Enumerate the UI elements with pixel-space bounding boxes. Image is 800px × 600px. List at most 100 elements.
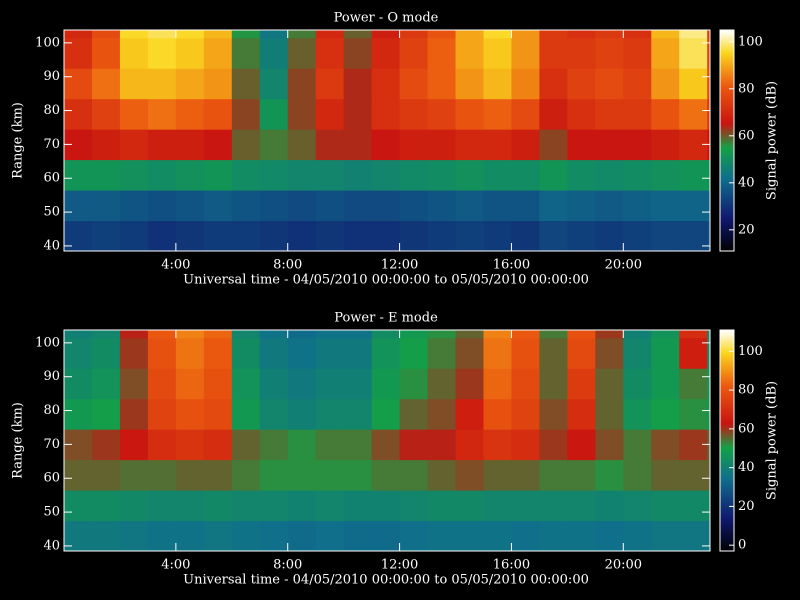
colorbar-step bbox=[720, 472, 734, 476]
cell bbox=[315, 159, 345, 191]
colorbar-step bbox=[720, 68, 734, 71]
cell bbox=[91, 398, 121, 430]
cell bbox=[259, 129, 289, 161]
cell bbox=[427, 220, 457, 251]
cell bbox=[651, 159, 680, 191]
cell bbox=[287, 520, 317, 551]
cell bbox=[427, 37, 457, 69]
colorbar-step bbox=[720, 224, 734, 228]
cell bbox=[287, 37, 317, 69]
cell bbox=[707, 459, 710, 491]
colorbar-step bbox=[720, 154, 734, 158]
cell bbox=[399, 68, 429, 100]
cell bbox=[567, 398, 596, 430]
colorbar-step bbox=[720, 48, 734, 51]
cell bbox=[343, 220, 373, 251]
cell bbox=[287, 429, 317, 461]
colorbar-step bbox=[720, 52, 734, 55]
cell bbox=[679, 190, 708, 222]
cell bbox=[91, 98, 121, 130]
colorbar-step bbox=[720, 350, 734, 353]
cell bbox=[623, 429, 652, 461]
cell bbox=[231, 337, 261, 369]
cell bbox=[399, 429, 429, 461]
cell bbox=[147, 330, 177, 339]
colorbar-step bbox=[720, 474, 734, 478]
cell bbox=[427, 98, 457, 130]
colorbar-step bbox=[720, 346, 734, 349]
colorbar-step bbox=[720, 542, 734, 546]
colorbar-step bbox=[720, 514, 734, 518]
cell bbox=[371, 68, 401, 100]
plot-frame bbox=[63, 329, 711, 552]
cell bbox=[483, 129, 512, 161]
cell bbox=[455, 98, 484, 130]
cell bbox=[371, 220, 401, 251]
colorbar-step bbox=[720, 174, 734, 178]
heatmap bbox=[64, 30, 710, 251]
cell bbox=[651, 337, 680, 369]
cell bbox=[595, 520, 624, 551]
colorbar-step bbox=[720, 358, 734, 361]
cell bbox=[623, 220, 652, 251]
colorbar-step bbox=[720, 60, 734, 63]
colorbar-step bbox=[720, 206, 734, 210]
colorbar-step bbox=[720, 168, 734, 172]
cell bbox=[483, 220, 512, 251]
colorbar-step bbox=[720, 128, 734, 132]
cell bbox=[203, 68, 233, 100]
colorbar-step bbox=[720, 44, 734, 47]
cell bbox=[567, 337, 596, 369]
cell bbox=[175, 68, 205, 100]
cell bbox=[343, 398, 373, 430]
colorbar-step bbox=[720, 142, 734, 146]
cell bbox=[119, 190, 149, 222]
cell bbox=[623, 37, 652, 69]
cell bbox=[203, 459, 233, 491]
colorbar-tick-label: 60 bbox=[738, 421, 755, 436]
cell bbox=[147, 490, 177, 522]
cell bbox=[203, 330, 233, 339]
chart-title: Power - O mode bbox=[334, 11, 439, 26]
cell bbox=[371, 520, 401, 551]
cell bbox=[175, 520, 205, 551]
cell bbox=[511, 129, 540, 161]
cell bbox=[399, 398, 429, 430]
cell bbox=[539, 98, 568, 130]
cell bbox=[707, 98, 710, 130]
colorbar-step bbox=[720, 204, 734, 208]
colorbar-step bbox=[720, 378, 734, 381]
cell bbox=[371, 37, 401, 69]
cell bbox=[175, 429, 205, 461]
cell bbox=[679, 159, 708, 191]
colorbar-step bbox=[720, 452, 734, 456]
cell bbox=[203, 190, 233, 222]
y-tick-label: 80 bbox=[43, 403, 60, 418]
colorbar-step bbox=[720, 218, 734, 222]
cell bbox=[595, 129, 624, 161]
cell bbox=[64, 98, 93, 130]
cell bbox=[567, 159, 596, 191]
colorbar-step bbox=[720, 170, 734, 174]
cell bbox=[595, 30, 624, 39]
cell bbox=[427, 330, 457, 339]
y-axis-label: Range (km) bbox=[11, 102, 26, 179]
y-tick-label: 60 bbox=[43, 471, 60, 486]
cell bbox=[455, 459, 484, 491]
colorbar-step bbox=[720, 490, 734, 494]
colorbar-tick-label: 60 bbox=[738, 128, 755, 143]
colorbar-step bbox=[720, 544, 734, 548]
colorbar-step bbox=[720, 158, 734, 162]
cell bbox=[539, 490, 568, 522]
cell bbox=[623, 30, 652, 39]
cell bbox=[455, 190, 484, 222]
colorbar-step bbox=[720, 96, 734, 99]
colorbar-step bbox=[720, 518, 734, 522]
colorbar-step bbox=[720, 92, 734, 95]
cell bbox=[679, 220, 708, 251]
cell bbox=[539, 30, 568, 39]
colorbar-step bbox=[720, 404, 734, 407]
cell bbox=[175, 37, 205, 69]
colorbar-step bbox=[720, 480, 734, 484]
cell bbox=[483, 330, 512, 339]
